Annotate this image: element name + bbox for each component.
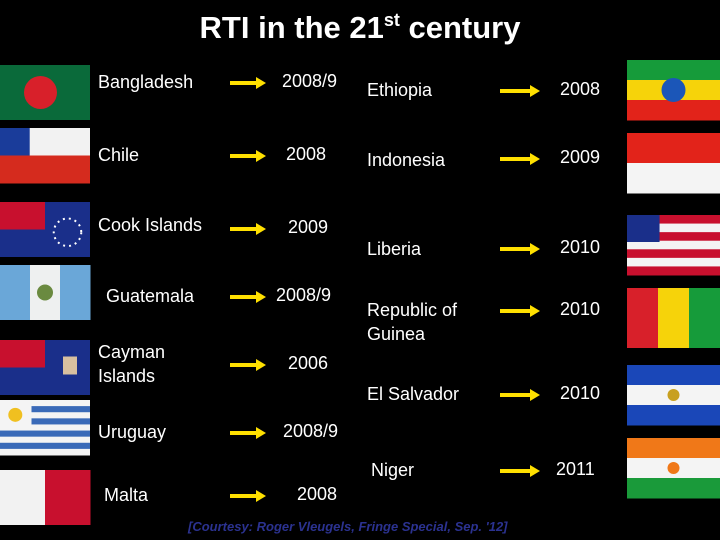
flag-stripe xyxy=(627,405,720,426)
country-name: Niger xyxy=(371,460,415,480)
flag-stripe xyxy=(658,288,690,348)
flag-stripe xyxy=(627,60,720,81)
flag-stripe xyxy=(0,412,90,419)
year: 2009 xyxy=(288,217,329,237)
flag-stripe xyxy=(627,257,720,267)
arrow-head xyxy=(256,223,266,235)
flag-emblem xyxy=(63,356,77,375)
year: 2008 xyxy=(286,144,327,164)
flag-stripe xyxy=(0,418,90,425)
flag-stripe xyxy=(0,436,90,444)
flag-stripe xyxy=(627,288,659,348)
arrow-head xyxy=(256,427,266,439)
footer: [Courtesy: Roger Vleugels, Fringe Specia… xyxy=(188,519,508,534)
arrow-head xyxy=(530,153,540,165)
flag-stripe xyxy=(627,249,720,259)
country-name: Indonesia xyxy=(367,150,446,170)
arrow-head xyxy=(256,291,266,303)
year: 2010 xyxy=(560,299,601,319)
flag-canton xyxy=(0,340,45,368)
flag-stripe xyxy=(0,430,90,438)
flag-sun xyxy=(8,407,23,422)
flag-disc xyxy=(667,462,680,474)
country-name: Liberia xyxy=(367,239,422,259)
flag-stripe xyxy=(0,442,90,450)
country-name: Republic of Guinea xyxy=(367,300,458,344)
flag-stripe xyxy=(627,133,720,164)
flag-emblem xyxy=(667,389,680,401)
flag-canton xyxy=(0,128,30,156)
arrow-head xyxy=(530,305,540,317)
year: 2008 xyxy=(297,484,338,504)
flag-canton xyxy=(627,215,660,242)
year: 2009 xyxy=(560,147,601,167)
flag-stripe xyxy=(627,438,720,459)
year: 2010 xyxy=(560,383,601,403)
flag-stripe xyxy=(627,215,720,225)
flag-emblem xyxy=(37,284,53,301)
title-rest: century xyxy=(408,10,521,45)
flag-stripe xyxy=(689,288,720,348)
flag-stripe xyxy=(627,232,720,242)
flag-canton xyxy=(0,202,45,230)
year: 2006 xyxy=(288,353,329,373)
flag-stripe xyxy=(0,470,46,525)
flag-stripe xyxy=(627,163,720,194)
flag-stripe xyxy=(627,240,720,250)
arrow-head xyxy=(256,150,266,162)
slide-title: RTI in the 21st century xyxy=(0,10,720,46)
arrow-head xyxy=(256,490,266,502)
title-main: RTI in the 21 xyxy=(199,10,384,45)
year: 2008/9 xyxy=(283,421,339,441)
country-name: El Salvador xyxy=(367,384,460,404)
year: 2008/9 xyxy=(282,71,338,91)
arrow-head xyxy=(530,85,540,97)
country-name: Malta xyxy=(104,485,149,505)
country-name: Cook Islands xyxy=(98,215,203,235)
flag-stripe xyxy=(0,424,90,432)
flag-stripe xyxy=(0,406,90,413)
flag-stripe xyxy=(0,400,90,407)
flag-stripe xyxy=(627,266,720,276)
arrow-head xyxy=(530,389,540,401)
country-name: Ethiopia xyxy=(367,80,433,100)
flag-emblem xyxy=(661,78,686,102)
flag-disc xyxy=(24,76,57,109)
country-name: Chile xyxy=(98,145,140,165)
title-superscript: st xyxy=(383,10,400,30)
year: 2008 xyxy=(560,79,601,99)
flag-stripe xyxy=(627,100,720,121)
flag-stripe xyxy=(0,448,90,456)
flag-stripe xyxy=(0,265,31,320)
country-name: Bangladesh xyxy=(98,72,194,92)
year: 2008/9 xyxy=(276,285,332,305)
country-name: Guatemala xyxy=(106,286,195,306)
flag-stripe xyxy=(0,155,90,184)
flag-stripe xyxy=(60,265,91,320)
arrow-head xyxy=(256,359,266,371)
arrow-head xyxy=(530,465,540,477)
flag-stripe xyxy=(45,470,91,525)
year: 2010 xyxy=(560,237,601,257)
flag-stripe xyxy=(627,478,720,499)
year: 2011 xyxy=(556,459,595,479)
flag-stripe xyxy=(627,223,720,233)
flag-stars xyxy=(52,217,83,247)
country-name: Uruguay xyxy=(98,422,167,442)
arrow-head xyxy=(256,77,266,89)
country-name: Cayman Islands xyxy=(98,342,166,386)
flag-stripe xyxy=(627,365,720,386)
arrow-head xyxy=(530,243,540,255)
